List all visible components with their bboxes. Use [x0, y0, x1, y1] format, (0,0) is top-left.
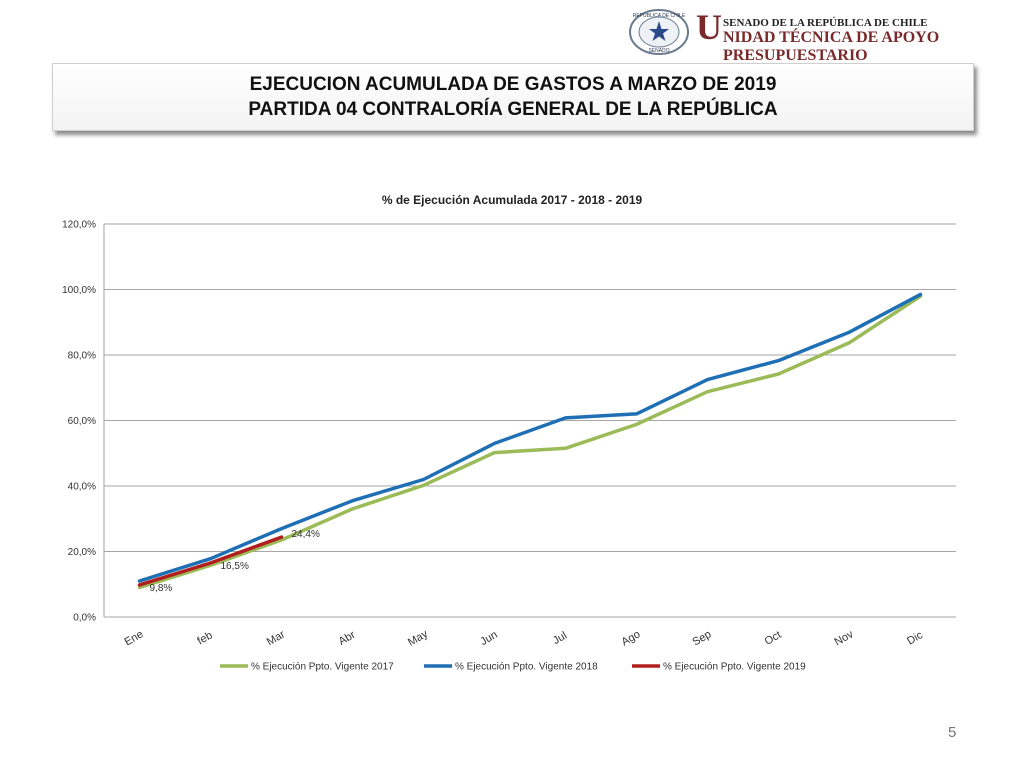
y-tick-label: 100,0% [62, 285, 96, 296]
slide-title-line-1: EJECUCION ACUMULADA DE GASTOS A MARZO DE… [249, 74, 777, 95]
series-line [137, 292, 923, 583]
chart-title: % de Ejecución Acumulada 2017 - 2018 - 2… [382, 193, 643, 207]
y-tick-label: 20,0% [68, 547, 96, 558]
y-tick-label: 40,0% [68, 482, 96, 493]
x-tick-label: Nov [833, 628, 856, 648]
seal-text-top: REPÚBLICA DE CHILE [633, 12, 686, 19]
slide-title-line-2: PARTIDA 04 CONTRALORÍA GENERAL DE LA REP… [248, 99, 778, 120]
series-line [137, 294, 923, 590]
x-tick-label: Jun [478, 629, 499, 648]
senado-logo: REPÚBLICA DE CHILE SENADO U SENADO DE LA… [628, 7, 1018, 64]
line-chart: % de Ejecución Acumulada 2017 - 2018 - 2… [62, 193, 956, 673]
legend-entry: % Ejecución Ppto. Vigente 2017 [251, 662, 394, 673]
slide-title-box: EJECUCION ACUMULADA DE GASTOS A MARZO DE… [52, 63, 974, 131]
y-tick-label: 60,0% [68, 416, 96, 427]
x-tick-label: Ene [123, 628, 146, 648]
y-tick-label: 120,0% [62, 220, 96, 231]
legend-entry: % Ejecución Ppto. Vigente 2018 [455, 662, 598, 673]
seal-text-bottom: SENADO [648, 48, 669, 54]
y-tick-label: 0,0% [73, 613, 96, 624]
series-line [137, 535, 284, 587]
y-tick-label: 80,0% [68, 351, 96, 362]
x-tick-label: Dic [905, 629, 925, 648]
senado-seal-icon: REPÚBLICA DE CHILE SENADO [629, 9, 689, 55]
data-label: 16,5% [221, 561, 249, 572]
x-tick-label: feb [195, 629, 214, 647]
data-label: 9,8% [150, 583, 173, 594]
page-number: 5 [948, 724, 957, 741]
brand-letter: U [696, 7, 722, 47]
x-tick-label: Ago [620, 628, 643, 648]
x-tick-label: May [406, 628, 430, 649]
x-tick-label: Sep [691, 628, 714, 648]
brand-bottom-text: NIDAD TÉCNICA DE APOYO PRESUPUESTARIO [723, 29, 940, 64]
x-tick-label: Mar [265, 628, 288, 648]
x-tick-label: Jul [551, 630, 569, 647]
x-tick-label: Oct [763, 629, 784, 648]
x-tick-label: Abr [337, 629, 358, 648]
data-label: 24,4% [292, 529, 320, 540]
brand-top-text: SENADO DE LA REPÚBLICA DE CHILE [723, 17, 928, 29]
legend-entry: % Ejecución Ppto. Vigente 2019 [663, 662, 806, 673]
